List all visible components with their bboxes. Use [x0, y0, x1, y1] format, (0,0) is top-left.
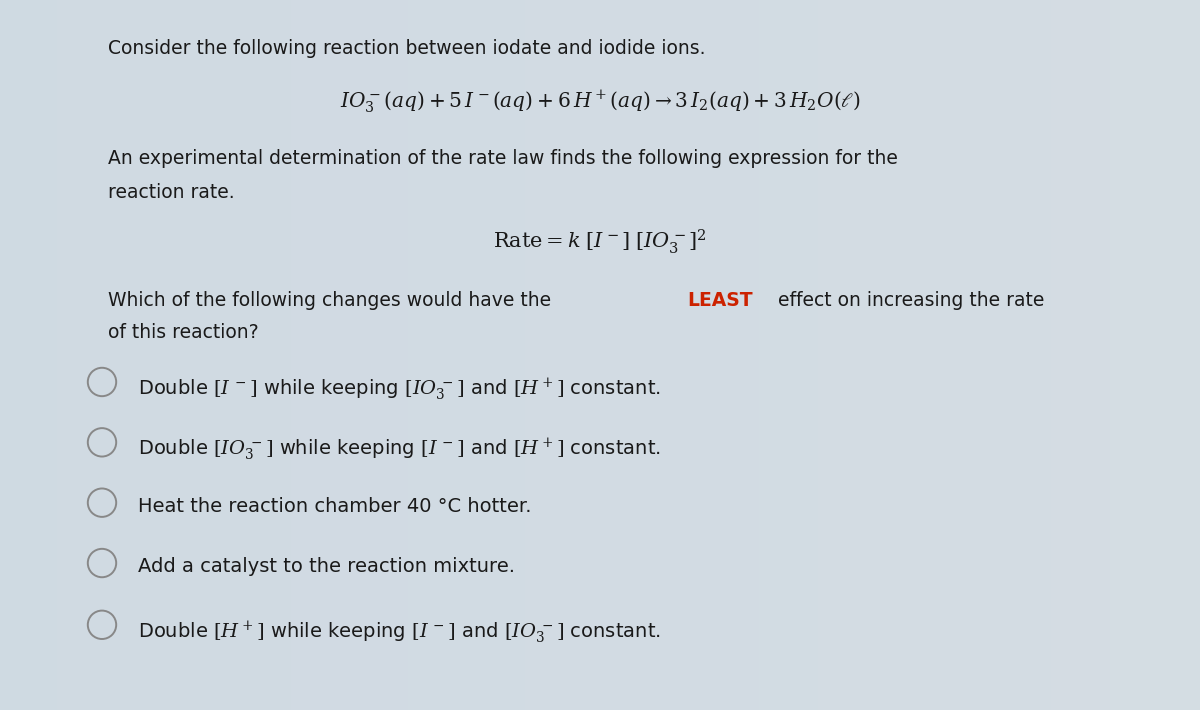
- Text: $\mathrm{Rate} = k\;[I^-]\;[IO_3^-]^2$: $\mathrm{Rate} = k\;[I^-]\;[IO_3^-]^2$: [493, 227, 707, 256]
- Text: effect on increasing the rate: effect on increasing the rate: [772, 291, 1044, 310]
- Text: Double $[IO_3^{\,-}]$ while keeping $[I^{\,-}]$ and $[H^+]$ constant.: Double $[IO_3^{\,-}]$ while keeping $[I^…: [138, 437, 661, 463]
- Text: Heat the reaction chamber 40 °C hotter.: Heat the reaction chamber 40 °C hotter.: [138, 497, 532, 516]
- Text: Which of the following changes would have the: Which of the following changes would hav…: [108, 291, 557, 310]
- Text: LEAST: LEAST: [688, 291, 754, 310]
- Text: Add a catalyst to the reaction mixture.: Add a catalyst to the reaction mixture.: [138, 557, 515, 577]
- Text: Double $[I^{\,-}]$ while keeping $[IO_3^{\,-}]$ and $[H^+]$ constant.: Double $[I^{\,-}]$ while keeping $[IO_3^…: [138, 376, 661, 403]
- Text: Consider the following reaction between iodate and iodide ions.: Consider the following reaction between …: [108, 39, 706, 58]
- Text: An experimental determination of the rate law finds the following expression for: An experimental determination of the rat…: [108, 149, 898, 168]
- Text: $IO_3^-(aq) + 5\,I^-(aq) + 6\,H^+(aq) \rightarrow 3\,I_2(aq) + 3\,H_2O(\ell)$: $IO_3^-(aq) + 5\,I^-(aq) + 6\,H^+(aq) \r…: [340, 89, 860, 116]
- Text: of this reaction?: of this reaction?: [108, 323, 259, 342]
- Text: Double $[H^+]$ while keeping $[I^{\,-}]$ and $[IO_3^{\,-}]$ constant.: Double $[H^+]$ while keeping $[I^{\,-}]$…: [138, 619, 661, 645]
- Text: reaction rate.: reaction rate.: [108, 183, 235, 202]
